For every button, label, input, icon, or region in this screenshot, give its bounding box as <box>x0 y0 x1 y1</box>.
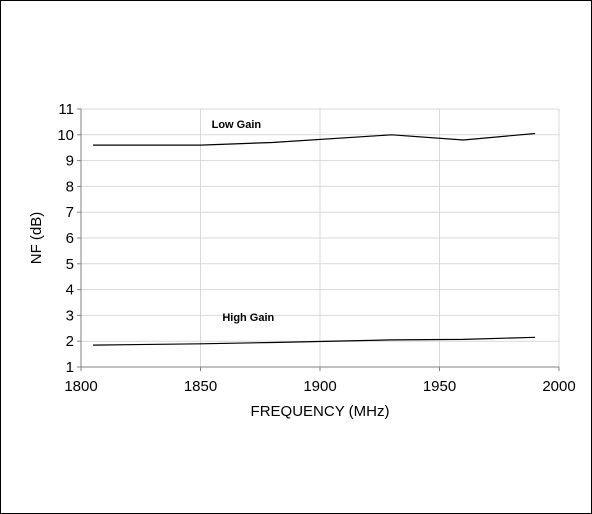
y-tick-label: 10 <box>57 127 74 144</box>
series-line-low-gain <box>93 132 536 146</box>
y-tick-label: 2 <box>66 333 74 350</box>
x-tick-label: 2000 <box>542 378 575 395</box>
series-label-high-gain: High Gain <box>222 312 274 324</box>
y-tick-label: 4 <box>66 282 74 299</box>
labels-group: 1 2 3 4 5 6 7 8 9 10 11 1800 1850 1900 1950 2000 Low Gai… <box>57 101 575 395</box>
series-line-high-gain <box>92 336 536 346</box>
y-tick-label: 6 <box>66 230 74 247</box>
axes <box>77 108 560 371</box>
x-axis-title: FREQUENCY (MHz) <box>251 403 390 420</box>
x-tick-label: 1800 <box>64 378 97 395</box>
x-tick-label: 1950 <box>423 378 456 395</box>
y-tick-label: 3 <box>66 307 74 324</box>
y-tick-label: 5 <box>66 256 74 273</box>
y-axis-title: NF (dB) <box>28 212 45 265</box>
y-tick-label: 1 <box>66 359 74 376</box>
y-tick-label: 8 <box>66 178 74 195</box>
series-group <box>92 132 536 346</box>
x-tick-label: 1850 <box>184 378 217 395</box>
x-tick-label: 1900 <box>303 378 336 395</box>
y-tick-label: 7 <box>66 204 74 221</box>
grid <box>81 108 560 367</box>
y-tick-label: 9 <box>66 153 74 170</box>
series-label-low-gain: Low Gain <box>212 119 262 131</box>
y-tick-label: 11 <box>58 101 74 118</box>
